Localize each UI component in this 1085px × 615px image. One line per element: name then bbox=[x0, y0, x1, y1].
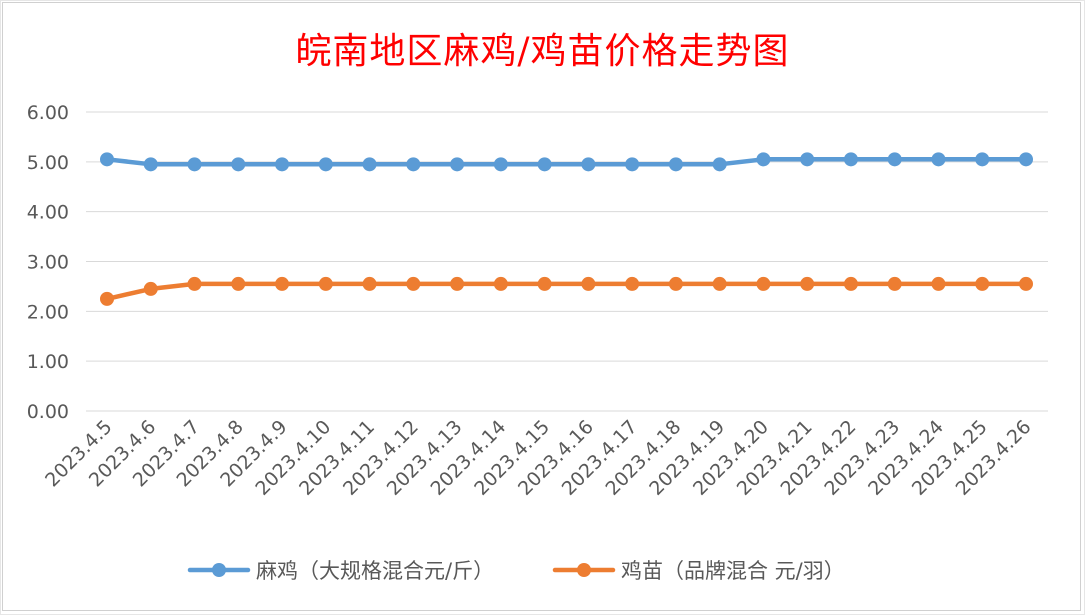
y-tick-label: 6.00 bbox=[27, 102, 69, 124]
series-1-point bbox=[231, 157, 246, 172]
series-line-1 bbox=[104, 157, 1029, 167]
series-1-point bbox=[187, 157, 202, 172]
series-2-point bbox=[187, 276, 202, 291]
series-2-point bbox=[931, 276, 946, 291]
series-1-point bbox=[406, 157, 421, 172]
series-1-point bbox=[450, 157, 465, 172]
sheet-gridline bbox=[0, 0, 1085, 1]
series-2-point bbox=[800, 276, 815, 291]
series-1-point bbox=[800, 152, 815, 167]
series-2-point bbox=[887, 276, 902, 291]
series-1-point bbox=[887, 152, 902, 167]
series-2-point bbox=[450, 276, 465, 291]
series-2-point bbox=[1019, 276, 1033, 291]
series-1-point bbox=[318, 157, 333, 172]
series-2-point bbox=[318, 276, 333, 291]
legend-label: 鸡苗（品牌混合 元/羽） bbox=[621, 559, 845, 583]
series-2-point bbox=[100, 291, 114, 306]
series-1-point bbox=[143, 157, 158, 172]
series-1-point bbox=[275, 157, 290, 172]
series-line-2 bbox=[104, 281, 1029, 302]
series-2-point bbox=[143, 281, 158, 296]
series-2-point bbox=[362, 276, 377, 291]
y-tick-label: 5.00 bbox=[27, 152, 69, 174]
series-2-point bbox=[712, 276, 727, 291]
series-1-point bbox=[625, 157, 640, 172]
y-tick-label: 1.00 bbox=[27, 351, 69, 373]
series-1-point bbox=[537, 157, 552, 172]
series-2-point bbox=[493, 276, 508, 291]
y-tick-label: 0.00 bbox=[27, 401, 69, 423]
series-1-point bbox=[668, 157, 683, 172]
series-1-point bbox=[100, 152, 114, 167]
chart-title: 皖南地区麻鸡/鸡苗价格走势图 bbox=[295, 31, 790, 72]
series-1-point bbox=[581, 157, 596, 172]
series-2-point bbox=[275, 276, 290, 291]
series-2-point bbox=[231, 276, 246, 291]
legend-swatch-marker bbox=[212, 563, 226, 577]
series-1-point bbox=[1019, 152, 1033, 167]
sheet-gridline bbox=[0, 0, 1, 615]
series-1-point bbox=[712, 157, 727, 172]
series-1-point bbox=[493, 157, 508, 172]
series-2-point bbox=[406, 276, 421, 291]
y-tick-label: 3.00 bbox=[27, 252, 69, 274]
series-2-point bbox=[668, 276, 683, 291]
series-2-point bbox=[843, 276, 858, 291]
series-1-point bbox=[931, 152, 946, 167]
series-1-point bbox=[843, 152, 858, 167]
series-2-point bbox=[581, 276, 596, 291]
y-tick-label: 2.00 bbox=[27, 301, 69, 323]
legend-label: 麻鸡（大规格混合元/斤） bbox=[256, 559, 494, 583]
series-1-point bbox=[975, 152, 990, 167]
series-2-point bbox=[975, 276, 990, 291]
series-1-point bbox=[756, 152, 771, 167]
series-1-point bbox=[362, 157, 377, 172]
series-2-point bbox=[756, 276, 771, 291]
series-2-point bbox=[537, 276, 552, 291]
legend-swatch-marker bbox=[577, 563, 591, 577]
series-2-point bbox=[625, 276, 640, 291]
y-tick-label: 4.00 bbox=[27, 202, 69, 224]
